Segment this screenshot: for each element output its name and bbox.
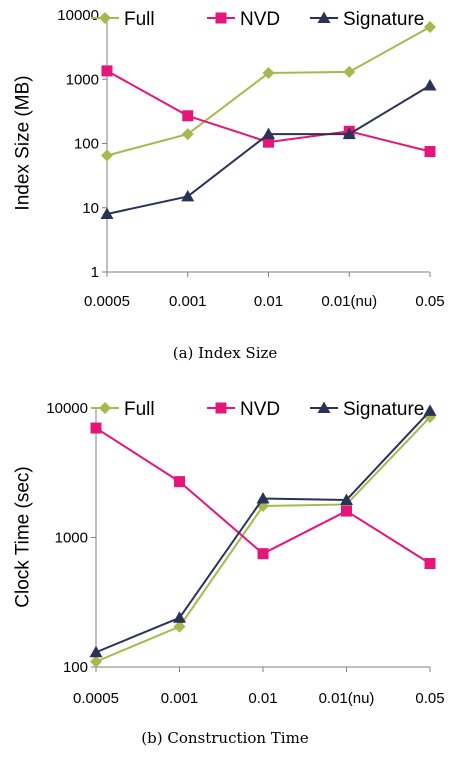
data-point-full (101, 149, 113, 162)
data-point-nvd (257, 548, 269, 560)
x-tick-label: 0.001 (161, 690, 199, 707)
y-tick-label: 10 (82, 200, 99, 217)
chart-2: 100 1000 10000 0.0005 0.001 0.01 0.01(nu) 0.05 C… (13, 399, 445, 747)
data-point-signature (89, 645, 103, 658)
data-point-signature (173, 611, 186, 623)
data-point-full (90, 655, 102, 668)
data-point-signature (262, 127, 275, 140)
legend-marker-nvd (215, 402, 227, 414)
y-axis-title: Clock Time (sec) (13, 466, 34, 607)
legend-label-full: Full (124, 399, 155, 420)
y-axis-title: Index Size (MB) (13, 75, 34, 210)
legend-label-signature: Signature (343, 9, 424, 30)
legend-label-signature: Signature (343, 399, 424, 420)
x-tick-label: 0.01 (248, 690, 277, 707)
x-tick-label: 0.0005 (84, 293, 130, 310)
data-point-full (424, 21, 436, 34)
data-point-signature (342, 127, 356, 140)
x-tick-label: 0.05 (415, 690, 444, 707)
x-tick-label: 0.001 (169, 293, 207, 310)
data-point-nvd (90, 422, 102, 434)
data-point-signature (100, 207, 114, 219)
y-tick-label: 10000 (46, 400, 88, 417)
y-tick-label: 1 (91, 264, 99, 281)
legend-marker-signature (317, 401, 331, 413)
y-tick-label: 1000 (55, 530, 88, 547)
y-tick-label: 10000 (57, 7, 99, 24)
data-point-signature (256, 492, 270, 504)
legend-label-nvd: NVD (240, 9, 280, 30)
x-tick-label: 0.01(nu) (321, 293, 377, 310)
x-tick-label: 0.01(nu) (319, 690, 375, 707)
legend-marker-nvd (215, 12, 227, 24)
data-point-nvd (101, 65, 113, 77)
series-line-signature (106, 84, 431, 215)
data-point-signature (423, 404, 437, 416)
x-tick-label: 0.0005 (73, 690, 119, 707)
data-point-signature (181, 189, 195, 202)
legend-marker-full (99, 402, 111, 414)
y-tick-label: 100 (74, 136, 99, 153)
data-point-full (173, 620, 186, 633)
legend-marker-signature (317, 11, 331, 23)
x-tick-label: 0.01 (254, 293, 283, 310)
chart-caption: (b) Construction Time (141, 729, 309, 747)
legend-label-nvd: NVD (240, 399, 280, 420)
data-point-nvd (341, 505, 352, 517)
chart-caption: (a) Index Size (173, 344, 278, 362)
data-point-nvd (174, 476, 185, 488)
data-point-signature (340, 493, 353, 505)
data-point-full (262, 67, 275, 80)
legend-label-full: Full (124, 9, 155, 30)
data-point-nvd (263, 136, 274, 148)
chart-1: 1 10 100 1000 10000 0.0005 0.001 0.01 0.01(nu) 0.… (13, 7, 445, 362)
series-line-full (95, 416, 431, 663)
data-point-nvd (182, 110, 194, 122)
x-tick-label: 0.05 (415, 293, 444, 310)
data-point-full (343, 65, 356, 78)
y-tick-label: 100 (63, 659, 88, 676)
data-point-nvd (424, 146, 436, 158)
data-point-full (181, 128, 194, 141)
data-point-nvd (424, 557, 436, 569)
legend-marker-full (99, 12, 111, 24)
data-point-signature (423, 78, 437, 91)
y-tick-label: 1000 (66, 71, 99, 88)
